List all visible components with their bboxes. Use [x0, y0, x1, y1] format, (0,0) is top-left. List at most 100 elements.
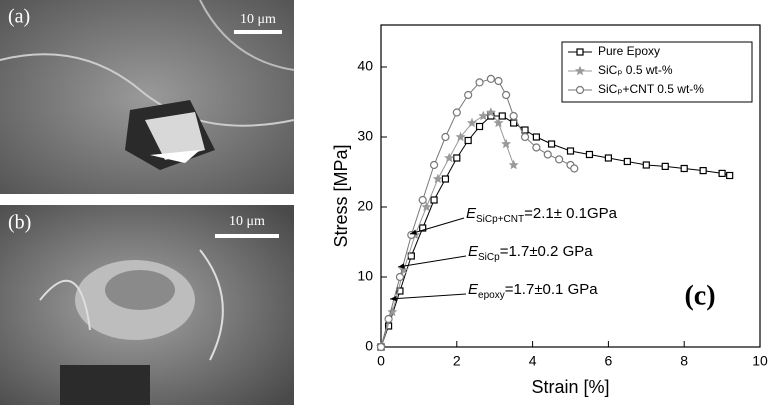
sem-image-b [0, 205, 294, 405]
arrow-head [410, 229, 417, 235]
marker [464, 90, 473, 100]
marker [395, 272, 405, 282]
marker [604, 154, 613, 162]
series-line [380, 115, 730, 348]
annotation-arrow [397, 255, 467, 268]
marker [532, 133, 540, 141]
marker [475, 78, 484, 87]
sem-image-a [0, 0, 295, 194]
annotation: Eepoxy=1.7±0.1 GPa [468, 281, 598, 301]
annotation-text: =1.7±0.2 GPa [500, 243, 594, 260]
marker [623, 157, 631, 166]
panel-label: (b) [8, 212, 31, 234]
marker [661, 162, 669, 170]
marker [478, 110, 489, 121]
marker [585, 150, 594, 159]
annotation-arrow [389, 293, 467, 300]
marker [376, 342, 386, 352]
marker [430, 196, 438, 204]
marker [485, 107, 496, 117]
marker [699, 167, 707, 175]
marker [498, 112, 506, 120]
panel-label: (c) [684, 280, 715, 311]
marker [418, 195, 427, 205]
marker [501, 90, 511, 100]
marker [384, 314, 393, 324]
legend-marker [574, 65, 586, 76]
x-tick-label: 6 [605, 353, 613, 369]
marker [642, 161, 650, 169]
marker [421, 201, 432, 212]
marker [453, 154, 461, 162]
chart: 0 2 4 6 8 10 0 10 20 30 40 Strain [%] Stress [MPa] (c… [331, 24, 768, 397]
marker [387, 306, 398, 317]
arrow-head [398, 263, 405, 269]
marker [555, 155, 564, 164]
x-tick-label: 4 [529, 353, 537, 369]
marker [455, 131, 466, 142]
marker [486, 74, 496, 84]
marker [464, 136, 472, 145]
marker [475, 122, 484, 131]
y-tick-label: 10 [357, 268, 373, 284]
series-line [380, 111, 515, 348]
marker [509, 111, 518, 121]
marker [494, 76, 503, 86]
annotation-arrow [409, 217, 465, 235]
marker [441, 175, 450, 183]
annotation-subscript: SiCp [478, 252, 500, 263]
scale-bar-label: 10 μm [240, 12, 276, 27]
marker [444, 152, 455, 163]
x-tick-label: 10 [752, 353, 768, 369]
panel-label: (a) [8, 6, 30, 28]
marker [501, 138, 512, 149]
marker [547, 140, 556, 148]
marker [570, 164, 579, 173]
marker [718, 169, 726, 177]
x-tick-label: 8 [680, 353, 688, 369]
annotation: ESiCp=1.7±0.2 GPa [468, 243, 593, 263]
x-axis-label: Strain [%] [531, 377, 609, 397]
legend-label: SiCₚ 0.5 wt-% [598, 63, 673, 77]
arrow-head [390, 295, 397, 302]
y-tick-label: 30 [357, 128, 373, 144]
annotation-text: =1.7±0.1 GPa [505, 281, 599, 298]
marker [429, 160, 439, 170]
marker [680, 164, 688, 173]
y-axis-label: Stress [MPa] [331, 144, 351, 247]
marker [441, 132, 450, 142]
marker [432, 173, 443, 184]
annotation-text: =2.1± 0.1GPa [524, 205, 618, 222]
legend-frame [561, 41, 753, 103]
legend: Pure Epoxy SiCₚ 0.5 wt-% SiCₚ+CNT 0.5 wt-% [561, 41, 753, 103]
marker [566, 147, 575, 155]
plot-frame [380, 24, 761, 348]
y-tick-label: 0 [365, 338, 373, 354]
marker [493, 117, 504, 128]
legend-marker [575, 85, 585, 95]
marker [466, 117, 477, 128]
annotation-symbol: E [468, 281, 479, 298]
marker [543, 150, 552, 159]
marker [396, 287, 404, 295]
marker [419, 224, 427, 232]
marker [726, 171, 734, 180]
annotation: ESiCp+CNT=2.1± 0.1GPa [466, 205, 618, 225]
scale-bar-label: 10 μm [229, 214, 265, 229]
legend-label: Pure Epoxy [598, 44, 660, 58]
annotation-subscript: SiCp+CNT [476, 214, 524, 225]
annotation-symbol: E [468, 243, 479, 260]
x-tick-label: 2 [453, 353, 461, 369]
marker [520, 132, 530, 142]
x-tick-label: 0 [377, 353, 385, 369]
legend-label: SiCₚ+CNT 0.5 wt-% [598, 82, 704, 96]
y-tick-label: 20 [357, 198, 373, 214]
annotation-symbol: E [466, 205, 477, 222]
y-tick-label: 40 [357, 58, 373, 74]
marker [452, 108, 461, 117]
marker [508, 159, 519, 170]
legend-marker [576, 48, 584, 56]
marker [532, 143, 541, 152]
annotation-subscript: epoxy [478, 290, 505, 301]
